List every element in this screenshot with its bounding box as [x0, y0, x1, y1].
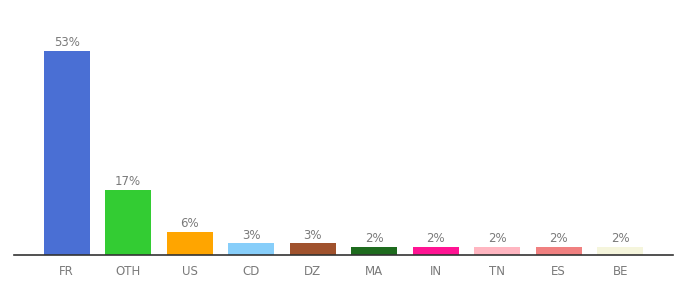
Text: 2%: 2% [365, 232, 384, 245]
Text: 2%: 2% [488, 232, 507, 245]
Text: 2%: 2% [549, 232, 568, 245]
Bar [536, 247, 581, 255]
Text: 17%: 17% [115, 175, 141, 188]
Bar [44, 51, 90, 255]
Bar [228, 243, 274, 255]
Text: 6%: 6% [180, 217, 199, 230]
Bar [474, 247, 520, 255]
Bar [597, 247, 643, 255]
Bar [290, 243, 336, 255]
Text: 2%: 2% [611, 232, 630, 245]
Text: 2%: 2% [426, 232, 445, 245]
Text: 3%: 3% [242, 229, 260, 242]
Text: 3%: 3% [303, 229, 322, 242]
Bar [351, 247, 397, 255]
Bar [413, 247, 459, 255]
Bar [105, 190, 151, 255]
Text: 53%: 53% [54, 36, 80, 49]
Bar [167, 232, 213, 255]
